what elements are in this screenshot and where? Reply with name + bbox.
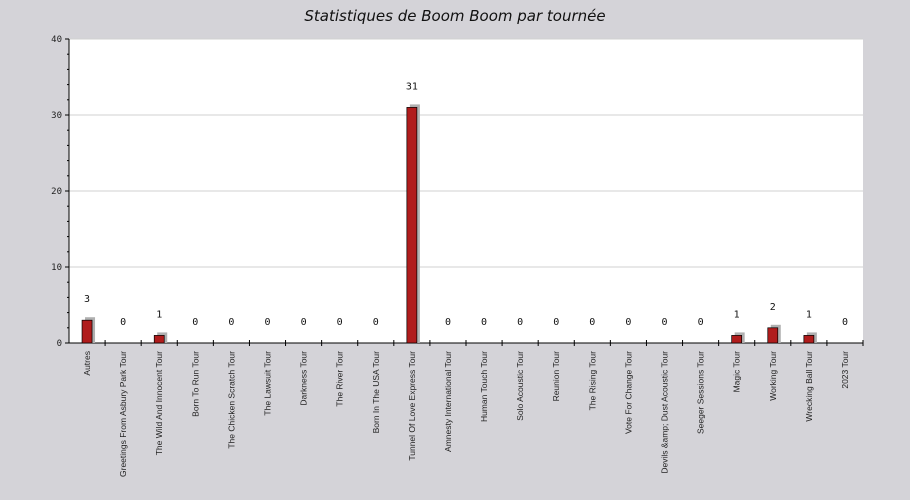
x-tick-label: Wrecking Ball Tour	[804, 351, 814, 422]
y-tick-label: 0	[57, 339, 62, 349]
data-label: 3	[84, 294, 90, 305]
data-label: 0	[842, 317, 848, 328]
y-tick-label: 10	[51, 263, 62, 273]
x-tick-label: Magic Tour	[732, 351, 742, 393]
x-tick-label: The Lawsuit Tour	[263, 351, 273, 416]
data-label: 2	[770, 302, 776, 313]
y-axis: 0 10 20 30 40	[51, 35, 70, 349]
chart-title: Statistiques de Boom Boom par tournée	[304, 7, 605, 25]
x-tick-label: Human Touch Tour	[479, 351, 489, 422]
data-label: 0	[120, 317, 126, 328]
data-label: 0	[698, 317, 704, 328]
gridlines	[69, 38, 863, 268]
data-label: 0	[228, 317, 234, 328]
data-label: 0	[264, 317, 270, 328]
data-label: 0	[661, 317, 667, 328]
x-tick-label: Solo Acoustic Tour	[515, 351, 525, 421]
y-tick-label: 40	[51, 35, 62, 45]
x-tick-label: 2023 Tour	[840, 351, 850, 389]
bar	[406, 107, 418, 344]
data-label: 1	[806, 309, 812, 320]
x-tick-label: The Rising Tour	[587, 351, 597, 411]
data-labels: 3 0 1 0 0 0 0 0 0 31 0 0 0 0 0 0 0 0 1 2 1 0	[84, 81, 848, 328]
x-tick-label: Darkness Tour	[299, 351, 309, 406]
x-tick-label: Tunnel Of Love Express Tour	[407, 351, 417, 461]
x-tick-label: Seeger Sessions Tour	[696, 351, 706, 434]
x-tick-label: The River Tour	[335, 351, 345, 407]
data-label: 0	[517, 317, 523, 328]
bar	[731, 335, 743, 344]
bar	[153, 335, 165, 344]
data-label: 0	[589, 317, 595, 328]
x-tick-label: The Wild And Innocent Tour	[154, 351, 164, 455]
bar	[803, 335, 815, 344]
x-tick-label: Reunion Tour	[551, 351, 561, 402]
data-label: 1	[734, 309, 740, 320]
x-tick-label: Born To Run Tour	[190, 351, 200, 417]
data-label: 0	[337, 317, 343, 328]
bar	[767, 327, 779, 344]
data-label: 0	[553, 317, 559, 328]
x-tick-label: Amnesty International Tour	[443, 351, 453, 452]
x-tick-label: Greetings From Asbury Park Tour	[118, 351, 128, 477]
x-tick-label: The Chicken Scratch Tour	[226, 351, 236, 449]
data-label: 0	[625, 317, 631, 328]
x-axis: Autres Greetings From Asbury Park Tour The…	[69, 340, 864, 477]
y-tick-label: 30	[51, 111, 62, 121]
data-label: 0	[373, 317, 379, 328]
data-label: 1	[156, 309, 162, 320]
bar	[81, 319, 93, 344]
data-label: 0	[301, 317, 307, 328]
x-tick-label: Devils &amp; Dust Acoustic Tour	[660, 351, 670, 474]
data-label: 31	[406, 81, 418, 92]
bars	[81, 104, 817, 344]
data-label: 0	[192, 317, 198, 328]
y-tick-label: 20	[51, 187, 62, 197]
x-tick-label: Working Tour	[768, 351, 778, 401]
x-tick-label: Born In The USA Tour	[371, 351, 381, 434]
x-tick-label: Autres	[82, 351, 92, 376]
x-tick-label: Vote For Change Tour	[623, 351, 633, 434]
data-label: 0	[481, 317, 487, 328]
data-label: 0	[445, 317, 451, 328]
